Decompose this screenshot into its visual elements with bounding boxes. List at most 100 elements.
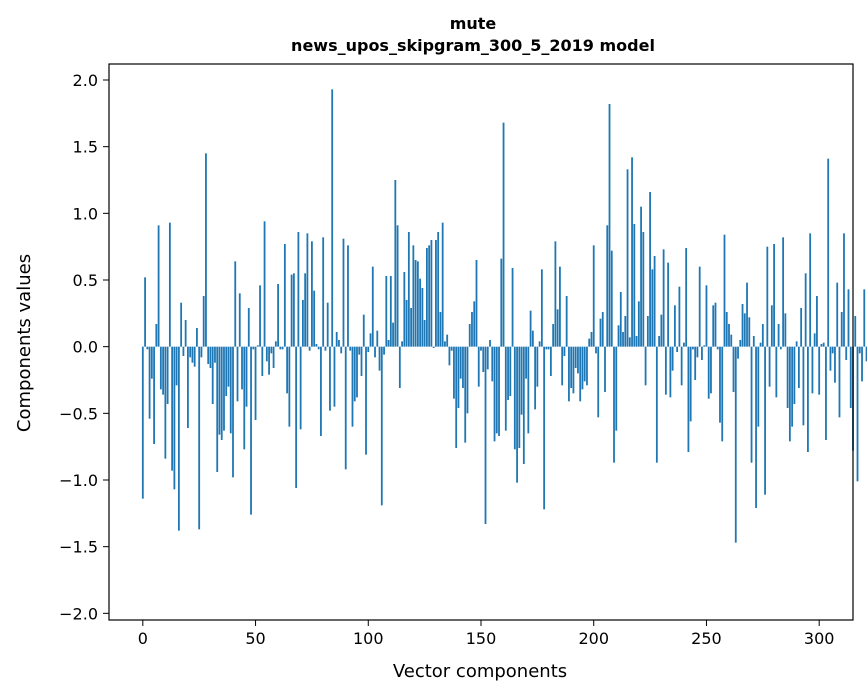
bar-94 xyxy=(353,346,356,402)
bar-119 xyxy=(410,308,413,347)
bar-45 xyxy=(243,346,246,450)
bar-125 xyxy=(423,320,426,347)
bar-127 xyxy=(428,245,431,347)
bar-64 xyxy=(286,346,289,394)
bar-300 xyxy=(818,346,821,395)
bar-92 xyxy=(349,346,352,351)
bar-93 xyxy=(351,346,354,427)
bar-290 xyxy=(795,341,798,347)
bar-9 xyxy=(162,346,165,395)
y-tick-label: 1.5 xyxy=(73,138,98,157)
bar-40 xyxy=(232,346,234,478)
bar-155 xyxy=(491,346,494,382)
bar-314 xyxy=(849,346,852,408)
bar-307 xyxy=(834,346,836,383)
x-tick-label: 50 xyxy=(245,629,265,648)
bar-123 xyxy=(419,278,422,347)
bar-156 xyxy=(493,346,496,442)
bar-267 xyxy=(743,313,746,347)
bar-306 xyxy=(831,346,834,354)
bar-232 xyxy=(664,346,667,395)
bar-87 xyxy=(338,340,340,347)
bar-172 xyxy=(529,310,532,347)
bar-30 xyxy=(209,346,212,368)
bar-25 xyxy=(198,346,201,530)
bar-285 xyxy=(784,313,787,347)
y-tick-label: 2.0 xyxy=(73,71,98,90)
y-tick-label: 0.0 xyxy=(73,338,98,357)
bar-27 xyxy=(202,296,205,347)
bar-236 xyxy=(673,305,676,347)
bar-60 xyxy=(277,284,279,347)
bar-178 xyxy=(543,346,546,510)
bar-217 xyxy=(631,157,633,347)
bar-11 xyxy=(166,346,169,404)
bar-73 xyxy=(306,233,309,347)
bar-35 xyxy=(220,346,223,440)
bar-227 xyxy=(653,256,656,347)
bar-67 xyxy=(292,273,295,347)
bar-240 xyxy=(683,342,685,347)
bar-29 xyxy=(207,346,210,364)
bar-173 xyxy=(531,330,534,347)
bar-283 xyxy=(779,346,782,350)
bar-89 xyxy=(342,238,345,347)
bar-286 xyxy=(786,346,789,408)
bar-313 xyxy=(847,289,850,347)
bar-39 xyxy=(229,346,232,434)
bar-102 xyxy=(371,266,374,347)
bar-317 xyxy=(856,346,859,482)
bar-211 xyxy=(617,325,620,347)
bar-6 xyxy=(155,324,158,347)
x-tick-label: 0 xyxy=(138,629,148,648)
bar-309 xyxy=(838,346,841,418)
bar-257 xyxy=(721,346,724,442)
bar-142 xyxy=(462,346,464,388)
bar-311 xyxy=(843,233,845,347)
bar-79 xyxy=(320,346,322,436)
bar-4 xyxy=(150,346,153,379)
bar-21 xyxy=(189,346,192,358)
bar-183 xyxy=(554,241,557,347)
bar-208 xyxy=(610,250,613,347)
y-axis-label: Components values xyxy=(14,254,35,432)
y-tick-label: −1.0 xyxy=(59,471,98,490)
bar-264 xyxy=(737,346,739,359)
bar-7 xyxy=(157,225,160,347)
bar-13 xyxy=(171,346,174,471)
bar-169 xyxy=(522,346,525,464)
bar-205 xyxy=(604,346,606,392)
bar-81 xyxy=(324,346,327,351)
bar-185 xyxy=(559,266,561,347)
bar-171 xyxy=(527,346,530,434)
bar-310 xyxy=(840,312,843,347)
bar-161 xyxy=(504,346,507,431)
bar-136 xyxy=(448,346,451,366)
bars-group xyxy=(141,89,867,543)
bar-278 xyxy=(768,346,771,387)
bar-197 xyxy=(586,346,588,386)
bar-140 xyxy=(457,346,460,408)
bar-220 xyxy=(637,301,640,347)
y-tick-label: −1.5 xyxy=(59,538,98,557)
bar-284 xyxy=(782,237,785,347)
bar-143 xyxy=(464,346,467,443)
x-tick-label: 250 xyxy=(691,629,722,648)
y-tick-label: −2.0 xyxy=(59,604,98,623)
chart-subtitle: news_upos_skipgram_300_5_2019 model xyxy=(291,36,655,55)
bar-59 xyxy=(274,341,277,347)
bar-112 xyxy=(394,180,397,347)
bar-216 xyxy=(628,337,631,347)
x-tick-label: 300 xyxy=(804,629,835,648)
bar-160 xyxy=(502,122,505,347)
bar-137 xyxy=(450,346,453,351)
bar-224 xyxy=(646,316,649,347)
bar-22 xyxy=(191,346,194,363)
bar-209 xyxy=(613,346,615,463)
bar-135 xyxy=(446,334,449,347)
bar-132 xyxy=(439,312,442,347)
bar-115 xyxy=(401,341,403,347)
bar-84 xyxy=(331,89,334,347)
bar-291 xyxy=(797,346,800,388)
